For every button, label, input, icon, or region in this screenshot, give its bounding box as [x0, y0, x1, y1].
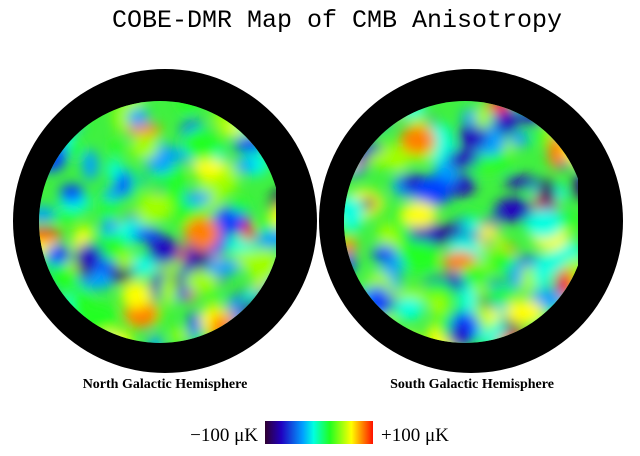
anisotropy-blob [46, 244, 70, 268]
anisotropy-blob [147, 236, 180, 265]
anisotropy-blob [54, 210, 81, 223]
anisotropy-blob [39, 318, 46, 336]
anisotropy-blob [177, 101, 199, 114]
anisotropy-blob [533, 259, 552, 288]
anisotropy-blob [115, 251, 135, 270]
anisotropy-blob [460, 219, 481, 233]
anisotropy-blob [344, 226, 354, 241]
anisotropy-blob [67, 139, 84, 160]
anisotropy-blob [170, 328, 191, 342]
anisotropy-blob [107, 159, 122, 180]
anisotropy-blob [221, 237, 255, 253]
anisotropy-blob [39, 101, 48, 106]
anisotropy-blob [538, 178, 556, 208]
anisotropy-blob [39, 101, 66, 114]
anisotropy-blob [367, 151, 398, 167]
anisotropy-blob [361, 197, 377, 210]
anisotropy-blob [574, 328, 578, 343]
colorbar-max-label: +100 μK [381, 425, 449, 446]
anisotropy-blob [230, 198, 249, 213]
anisotropy-blob [39, 331, 47, 343]
anisotropy-blob [502, 140, 516, 154]
anisotropy-blob [91, 259, 117, 272]
colorbar-min-label: −100 μK [190, 425, 258, 446]
anisotropy-blob [493, 198, 533, 223]
anisotropy-blob [129, 133, 159, 160]
anisotropy-blob [387, 144, 410, 173]
anisotropy-blob [525, 210, 563, 240]
anisotropy-blob [110, 139, 124, 156]
anisotropy-blob [131, 227, 163, 243]
anisotropy-blob [399, 125, 436, 155]
anisotropy-blob [503, 175, 540, 189]
anisotropy-blob [344, 237, 357, 256]
map-label: South Galactic Hemisphere [390, 377, 554, 392]
anisotropy-blob [459, 283, 477, 318]
anisotropy-blob [399, 240, 440, 273]
colorbar [265, 421, 373, 444]
anisotropy-blob [394, 297, 424, 320]
anisotropy-blob [204, 259, 241, 276]
anisotropy-blob [344, 101, 356, 128]
anisotropy-blob [103, 188, 121, 201]
anisotropy-blob [581, 334, 598, 357]
anisotropy-blob [505, 299, 543, 326]
anisotropy-blob [191, 158, 224, 179]
anisotropy-blob [82, 149, 99, 181]
anisotropy-blob [429, 294, 448, 316]
anisotropy-blob [121, 280, 152, 310]
anisotropy-blob [258, 215, 275, 233]
anisotropy-blob [254, 231, 276, 249]
anisotropy-blob [414, 175, 453, 207]
anisotropy-blob [59, 184, 85, 203]
anisotropy-blob [483, 286, 518, 304]
anisotropy-blob [183, 270, 220, 293]
title: COBE-DMR Map of CMB Anisotropy [112, 6, 562, 35]
anisotropy-blob [182, 191, 212, 205]
anisotropy-blob [372, 245, 397, 262]
anisotropy-blob [448, 324, 468, 343]
anisotropy-blob [184, 243, 198, 279]
anisotropy-blob [344, 111, 355, 124]
anisotropy-blob [234, 158, 256, 174]
anisotropy-blob [242, 221, 255, 242]
anisotropy-blob [160, 275, 178, 307]
anisotropy-blob [75, 243, 104, 266]
anisotropy-blob [138, 192, 173, 223]
anisotropy-blob [461, 264, 488, 284]
anisotropy-blob [127, 106, 149, 128]
anisotropy-blob [446, 149, 479, 168]
anisotropy-blob [344, 198, 365, 211]
anisotropy-blob [510, 130, 529, 148]
anisotropy-blob [487, 249, 517, 270]
anisotropy-blob [409, 222, 444, 246]
anisotropy-blob [344, 324, 359, 343]
anisotropy-blob [39, 206, 57, 223]
anisotropy-blob [571, 175, 578, 200]
anisotropy-blob [485, 154, 506, 172]
anisotropy-blob [148, 334, 163, 343]
anisotropy-blob [389, 288, 429, 304]
anisotropy-blob [458, 122, 488, 150]
anisotropy-blob [270, 203, 276, 229]
anisotropy-blob [181, 126, 221, 161]
anisotropy-blob [183, 216, 220, 251]
map-label: North Galactic Hemisphere [83, 377, 248, 392]
anisotropy-blob [401, 201, 438, 228]
anisotropy-blob [39, 228, 63, 242]
anisotropy-blob [227, 295, 241, 313]
anisotropy-blob [474, 105, 493, 129]
anisotropy-blob [485, 309, 501, 323]
